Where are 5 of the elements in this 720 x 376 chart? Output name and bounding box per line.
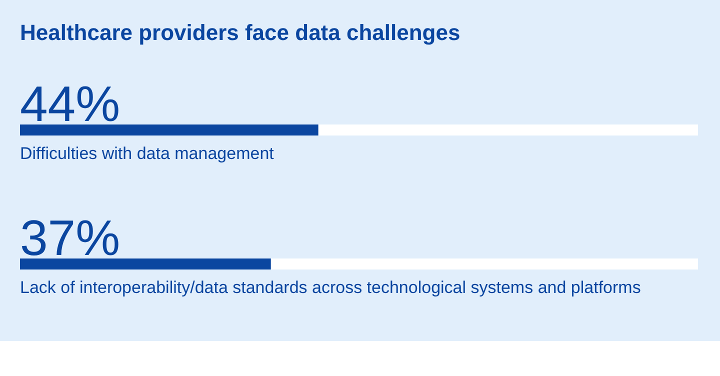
data-label: 37% [20,210,120,266]
data-label: 44% [20,76,120,132]
chart-title: Healthcare providers face data challenges [20,20,460,45]
y-tick-label: Lack of interoperability/data standards across technological systems and platforms [20,278,641,297]
y-tick-label: Difficulties with data management [20,144,274,163]
